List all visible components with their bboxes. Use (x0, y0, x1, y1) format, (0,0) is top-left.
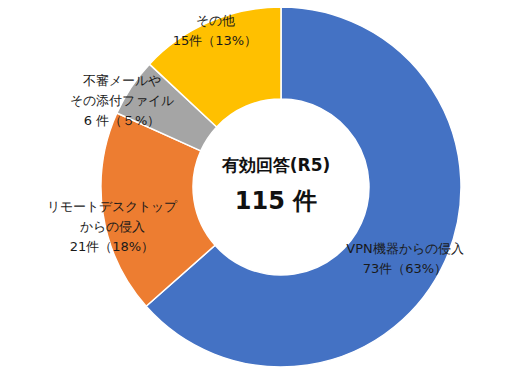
svg-text:リモートデスクトップ: リモートデスクトップ (47, 199, 178, 214)
svg-text:VPN機器からの侵入: VPN機器からの侵入 (346, 241, 463, 256)
svg-text:その添付ファイル: その添付ファイル (70, 93, 174, 108)
svg-text:からの侵入: からの侵入 (80, 219, 145, 234)
svg-text:115 件: 115 件 (235, 187, 317, 215)
svg-text:有効回答(R5): 有効回答(R5) (221, 155, 330, 175)
svg-text:15件（13%）: 15件（13%） (173, 33, 257, 48)
svg-text:73件（63%）: 73件（63%） (363, 261, 447, 276)
svg-text:不審メールや: 不審メールや (83, 73, 161, 88)
svg-text:6 件（５%）: 6 件（５%） (84, 113, 161, 128)
svg-text:その他: その他 (196, 13, 235, 28)
svg-text:21件（18%）: 21件（18%） (70, 239, 154, 254)
